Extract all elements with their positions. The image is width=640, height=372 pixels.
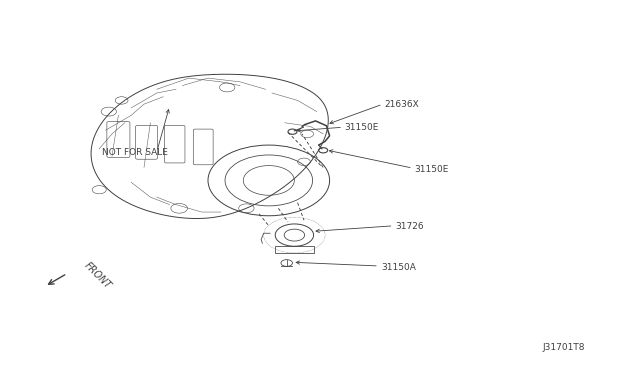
Text: 31150E: 31150E <box>344 123 379 132</box>
Text: NOT FOR SALE: NOT FOR SALE <box>102 148 168 157</box>
Text: 31726: 31726 <box>396 222 424 231</box>
Text: 31150E: 31150E <box>415 165 449 174</box>
Text: 31150A: 31150A <box>381 263 415 272</box>
Text: FRONT: FRONT <box>82 261 113 291</box>
Text: J31701T8: J31701T8 <box>543 343 585 352</box>
Bar <box>275 246 314 253</box>
Text: 21636X: 21636X <box>384 100 419 109</box>
